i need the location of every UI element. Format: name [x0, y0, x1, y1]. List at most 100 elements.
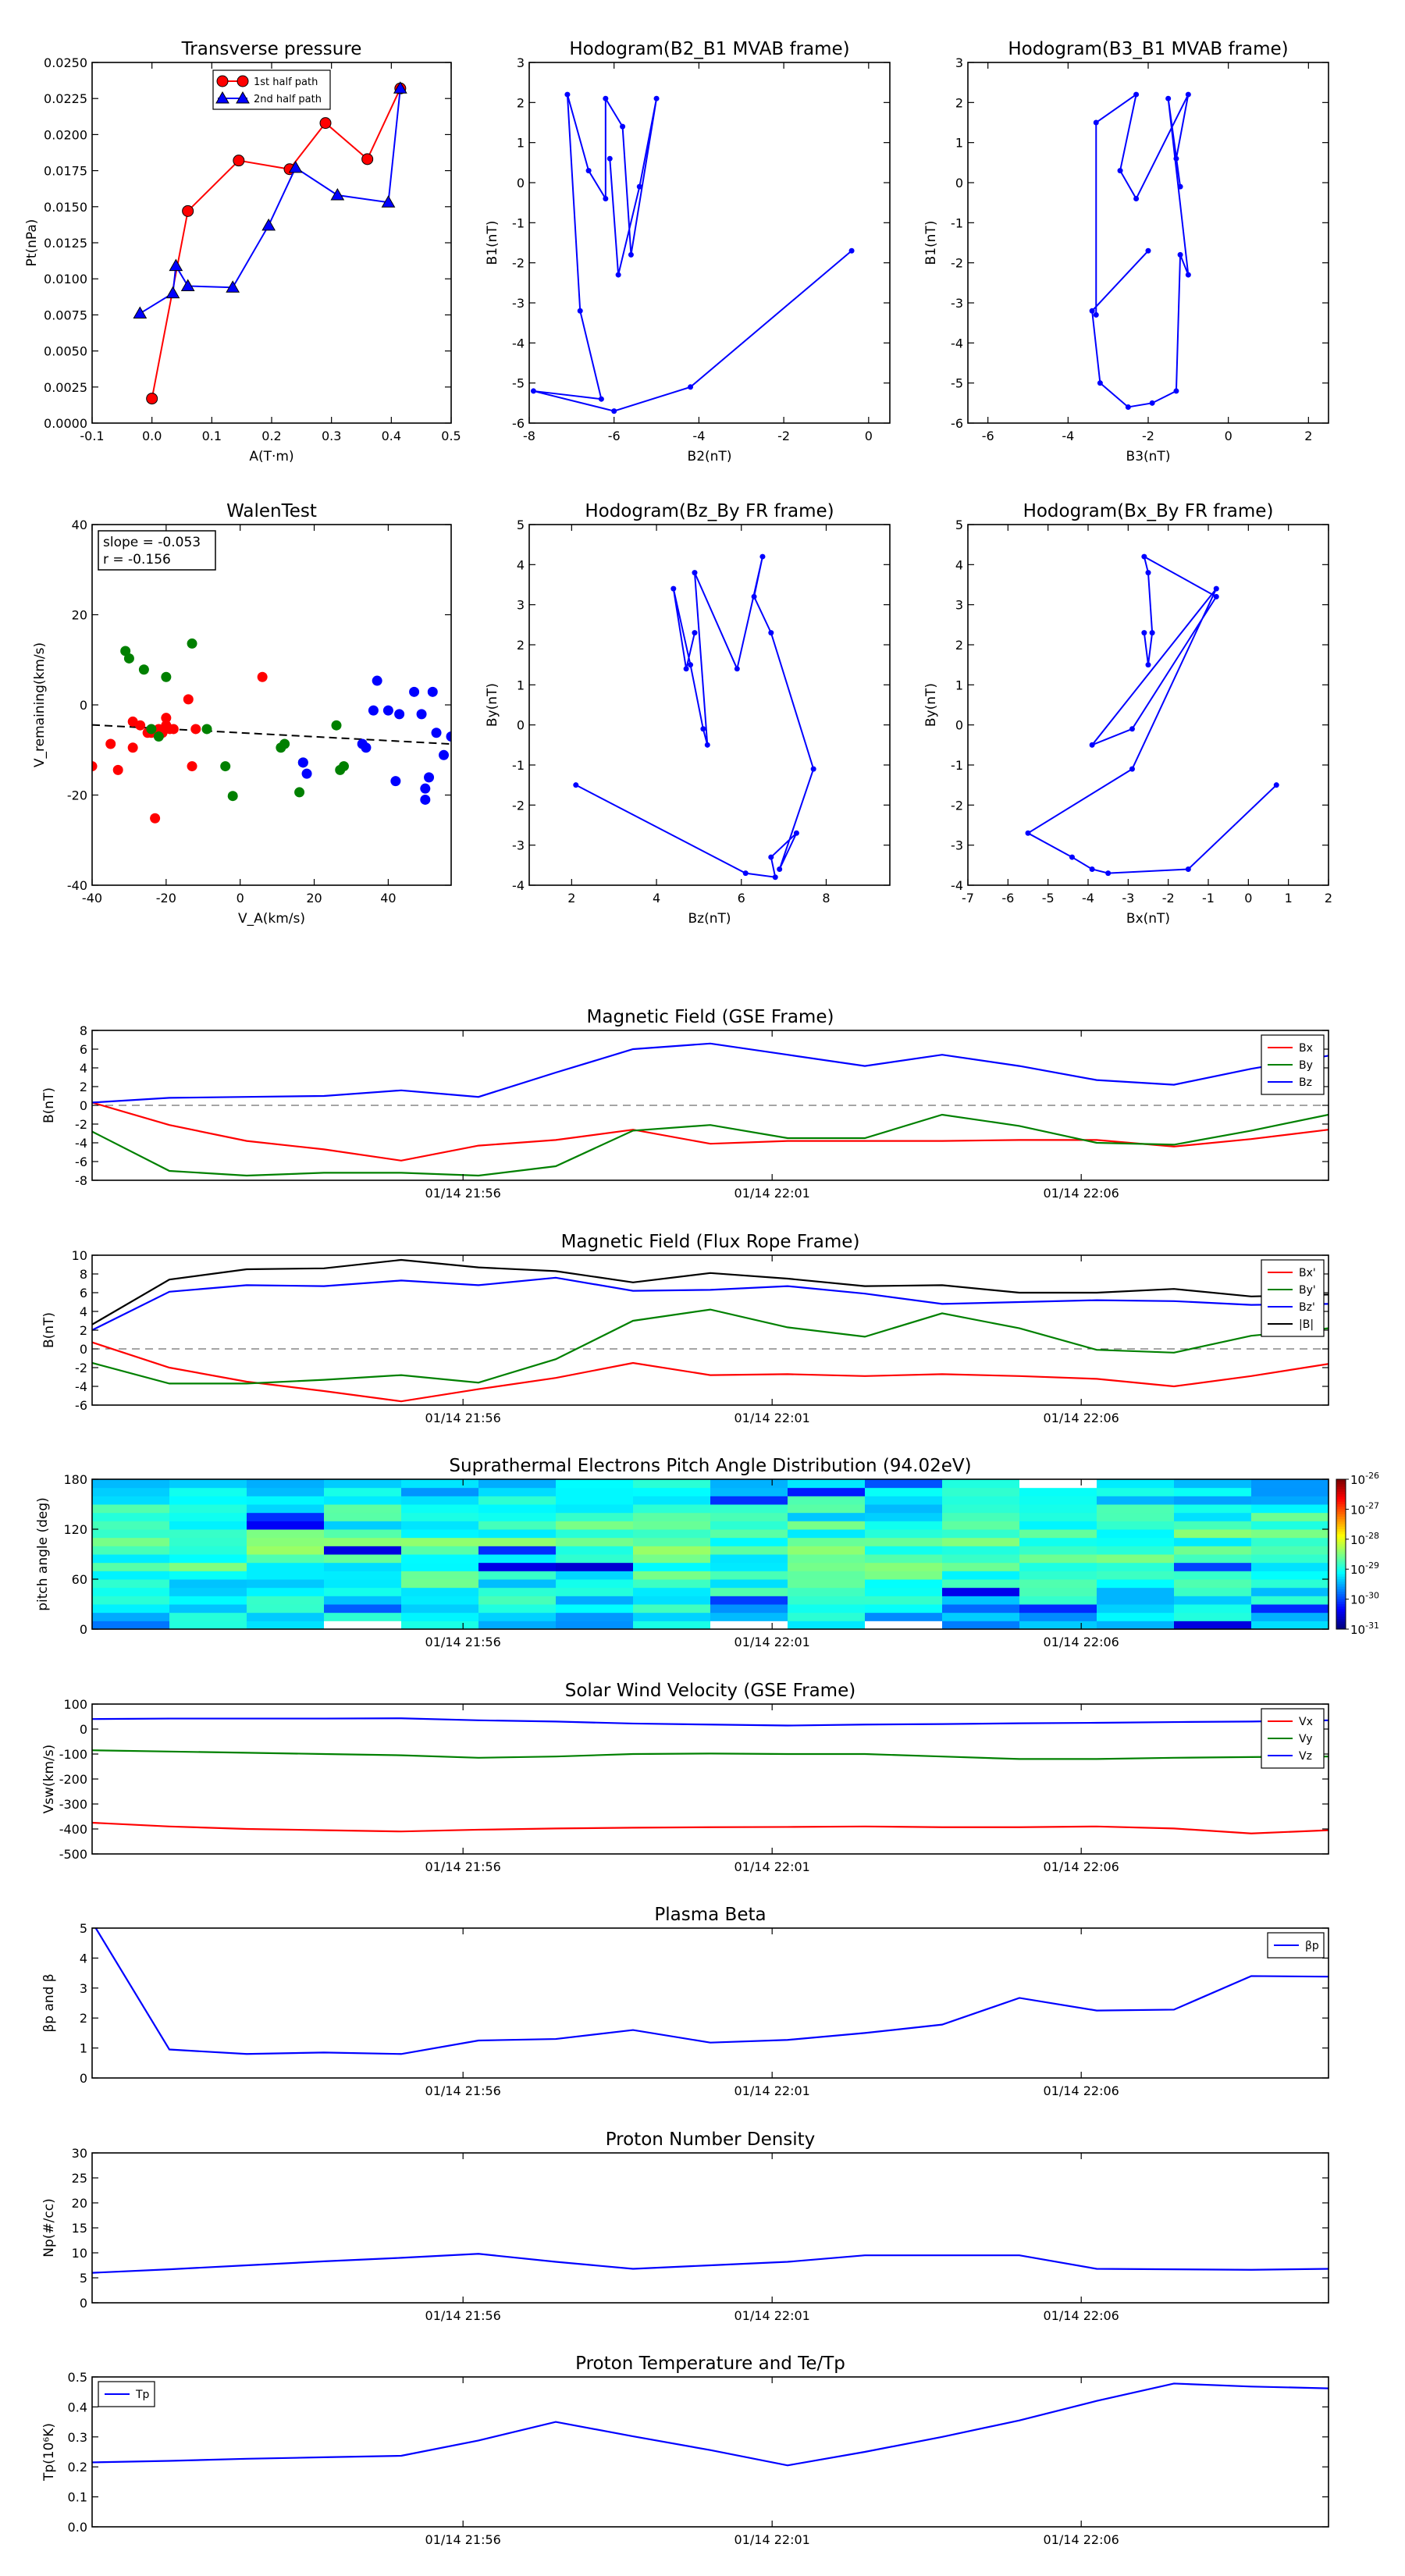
pt-data-point	[169, 258, 183, 272]
pt-data-point	[288, 160, 303, 173]
tp-ytick-label: 0.3	[68, 2430, 87, 2445]
pad-colorbar-segment	[1336, 1574, 1346, 1578]
pad-heatmap-cell	[942, 1612, 1020, 1621]
pad-heatmap-cell	[710, 1604, 788, 1614]
pad-heatmap-cell	[1174, 1596, 1252, 1605]
pad-heatmap-cell	[478, 1546, 557, 1555]
pad-heatmap-cell	[865, 1579, 943, 1589]
mag_gse-title: Magnetic Field (GSE Frame)	[587, 1007, 834, 1027]
pad-heatmap-cell	[865, 1621, 943, 1630]
pad-heatmap-cell	[633, 1596, 711, 1605]
pad-heatmap-cell	[247, 1496, 325, 1505]
walen-data-point	[92, 761, 98, 772]
h1-data-point	[688, 384, 694, 390]
pad-heatmap-cell	[478, 1512, 557, 1521]
pad-heatmap-cell	[1097, 1496, 1175, 1505]
np-plot-area	[92, 2253, 1329, 2274]
mag_fr-series-line	[92, 1258, 1329, 1325]
h1-title: Hodogram(B2_B1 MVAB frame)	[569, 39, 849, 59]
h4-frame	[967, 524, 1329, 886]
pad-heatmap-cell	[942, 1604, 1020, 1614]
pad-heatmap-cell	[633, 1537, 711, 1546]
pad-heatmap-cell	[169, 1587, 247, 1596]
pad-colorbar-segment	[1336, 1614, 1346, 1617]
walen-data-point	[294, 787, 305, 798]
pad-heatmap-cell	[556, 1487, 634, 1496]
pad-colorbar-segment	[1336, 1561, 1346, 1565]
pad-heatmap-cell	[401, 1571, 479, 1580]
pad-heatmap-cell	[942, 1537, 1020, 1546]
h3-ytick-label: 5	[517, 518, 525, 532]
pad-heatmap-cell	[324, 1496, 402, 1505]
pad-ytick-label: 60	[72, 1572, 87, 1587]
h3-xtick-label: 2	[567, 891, 575, 906]
pt-ytick-label: 0.0000	[44, 416, 87, 431]
pad-heatmap-cell	[710, 1496, 788, 1505]
pt-ytick-label: 0.0200	[44, 127, 87, 142]
walen-data-point	[390, 776, 401, 787]
pad-heatmap-cell	[324, 1487, 402, 1496]
walen-data-point	[153, 731, 164, 742]
h3-data-point	[768, 854, 774, 860]
pad-heatmap-cell	[478, 1521, 557, 1530]
walen-data-point	[439, 749, 450, 760]
pad-heatmap-cell	[1097, 1529, 1175, 1539]
pt-data-point	[381, 195, 396, 208]
h4-xlabel: Bx(nT)	[1126, 911, 1170, 927]
pad-heatmap-cell	[478, 1604, 557, 1614]
pad-heatmap-cell	[788, 1596, 866, 1605]
pad-heatmap-cell	[247, 1546, 325, 1555]
pad-heatmap-cell	[1174, 1521, 1252, 1530]
h4-xtick-label: -2	[1162, 891, 1175, 906]
pad-heatmap-cell	[324, 1604, 402, 1614]
pad-heatmap-cell	[478, 1487, 557, 1496]
pt-legend-label: 2nd half path	[254, 94, 322, 105]
pad-heatmap-cell	[478, 1496, 557, 1505]
pad-heatmap-cell	[942, 1587, 1020, 1596]
h1-data-point	[530, 388, 536, 394]
walen-data-point	[331, 720, 342, 731]
h1-data-point	[603, 95, 609, 101]
pad-heatmap-cell	[865, 1496, 943, 1505]
tp-ytick-label: 0.0	[68, 2520, 87, 2535]
pad-heatmap-cell	[169, 1546, 247, 1555]
pt-data-point	[180, 279, 195, 291]
walen-data-point	[190, 724, 201, 735]
pad-heatmap-cell	[1019, 1521, 1097, 1530]
walen-data-point	[105, 738, 116, 749]
pt-xtick-label: -0.1	[80, 429, 104, 443]
mag_fr-series-line	[92, 1341, 1329, 1403]
mag_gse-panel: Magnetic Field (GSE Frame) B(nT) -8 -6 -4 -2 0…	[41, 1007, 1329, 1201]
beta-ytick-label: 3	[80, 1981, 87, 1996]
h2-data-point	[1149, 400, 1155, 406]
pad-heatmap-cell	[1251, 1554, 1329, 1564]
walen-data-point	[138, 664, 149, 675]
beta-ytick-label: 4	[80, 1951, 87, 1966]
pad-colorbar-label: 10-28	[1350, 1531, 1379, 1547]
pad-heatmap-cell	[1019, 1562, 1097, 1571]
np-ytick-label: 20	[72, 2196, 87, 2211]
h3-data-point	[759, 553, 766, 560]
pad-heatmap-cell	[788, 1487, 866, 1496]
pad-heatmap-cell	[92, 1612, 170, 1621]
pt-data-point	[133, 306, 148, 319]
pad-heatmap-cell	[942, 1562, 1020, 1571]
walen-data-point	[201, 724, 212, 735]
walen-data-point	[394, 709, 405, 720]
pad-heatmap-cell	[401, 1546, 479, 1555]
pad-heatmap-cell	[169, 1604, 247, 1614]
pt-ytick-label: 0.0100	[44, 272, 87, 286]
pad-heatmap-cell	[556, 1479, 634, 1489]
pad-heatmap-cell	[633, 1579, 711, 1589]
h3-data-point	[692, 570, 698, 576]
h1-xtick-label: -8	[523, 429, 535, 443]
tp-ytick-label: 0.5	[68, 2370, 87, 2385]
pad-heatmap-cell	[865, 1537, 943, 1546]
pt-legend-label: 1st half path	[254, 76, 318, 88]
h1-xtick-label: -2	[777, 429, 790, 443]
pt-title: Transverse pressure	[181, 39, 362, 59]
pad-heatmap-cell	[401, 1579, 479, 1589]
mag_fr-ytick-label: 2	[80, 1323, 87, 1338]
pad-heatmap-cell	[478, 1504, 557, 1514]
pad-colorbar-base: 10	[1350, 1503, 1365, 1517]
